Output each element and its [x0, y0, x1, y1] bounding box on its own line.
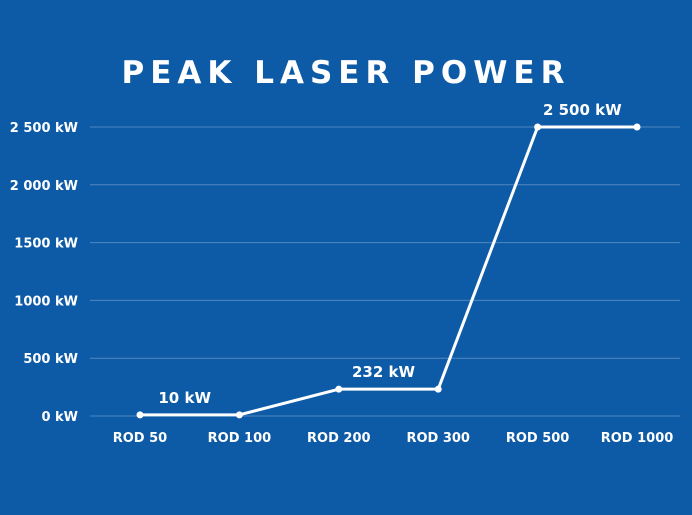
- x-axis-ticks: ROD 50 ROD 100 ROD 200 ROD 300 ROD 500 ROD 10…: [113, 431, 674, 446]
- grid-lines: [90, 126, 680, 417]
- y-tick-label: 2 000 kW: [10, 179, 78, 194]
- series-line: [140, 125, 637, 417]
- y-tick-label: 1500 kW: [14, 237, 78, 252]
- data-labels: 10 kW 232 kW 2 500 kW: [158, 101, 622, 407]
- x-tick-label: ROD 300: [406, 431, 470, 446]
- y-tick-label: 1000 kW: [14, 294, 78, 309]
- data-label: 232 kW: [352, 363, 416, 381]
- data-point: [633, 123, 641, 131]
- data-label: 10 kW: [158, 389, 211, 407]
- x-tick-label: ROD 100: [208, 431, 272, 446]
- x-tick-label: ROD 500: [506, 431, 570, 446]
- y-tick-label: 500 kW: [23, 352, 78, 367]
- x-tick-label: ROD 200: [307, 431, 371, 446]
- y-axis-ticks: 0 kW 500 kW 1000 kW 1500 kW 2 000 kW 2 500 kW: [10, 121, 78, 425]
- data-point: [136, 411, 144, 419]
- data-point: [235, 411, 243, 419]
- data-point: [335, 385, 343, 393]
- y-tick-label: 0 kW: [41, 410, 78, 425]
- chart-title: PEAK LASER POWER: [122, 55, 571, 91]
- data-label: 2 500 kW: [543, 101, 622, 119]
- x-tick-label: ROD 50: [113, 431, 167, 446]
- data-point: [434, 385, 442, 393]
- data-point: [534, 123, 542, 131]
- y-tick-label: 2 500 kW: [10, 121, 78, 136]
- series-line-group: [136, 123, 641, 419]
- x-tick-label: ROD 1000: [601, 431, 674, 446]
